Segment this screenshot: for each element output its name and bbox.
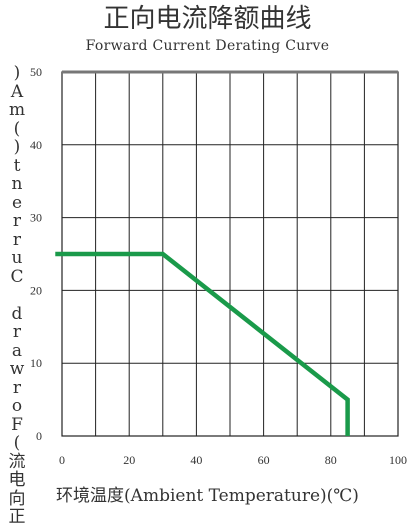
series-lines <box>55 251 350 436</box>
chart-subtitle: Forward Current Derating Curve <box>85 38 330 54</box>
x-tick-label: 80 <box>325 453 337 467</box>
y-tick-label: 20 <box>30 283 42 297</box>
y-tick-label: 40 <box>30 138 42 152</box>
x-tick-label: 40 <box>190 453 202 467</box>
x-tick-label: 60 <box>258 453 270 467</box>
y-tick-label: 50 <box>30 65 42 79</box>
x-axis-label: 环境温度(Ambient Temperature)(℃) <box>56 486 359 506</box>
x-tick-label: 20 <box>123 453 135 467</box>
y-tick-label: 30 <box>30 211 42 225</box>
x-tick-label: 0 <box>59 453 65 467</box>
y-tick-label: 10 <box>30 356 42 370</box>
derating-chart: 0 20 40 60 80 100 0 10 20 30 40 50 <box>30 65 407 467</box>
tick-labels: 0 20 40 60 80 100 0 10 20 30 40 50 <box>30 65 407 467</box>
y-tick-label: 0 <box>36 429 42 443</box>
series-line <box>55 251 350 436</box>
chart-title: 正向电流降额曲线 <box>103 4 312 34</box>
x-tick-label: 100 <box>389 453 407 467</box>
